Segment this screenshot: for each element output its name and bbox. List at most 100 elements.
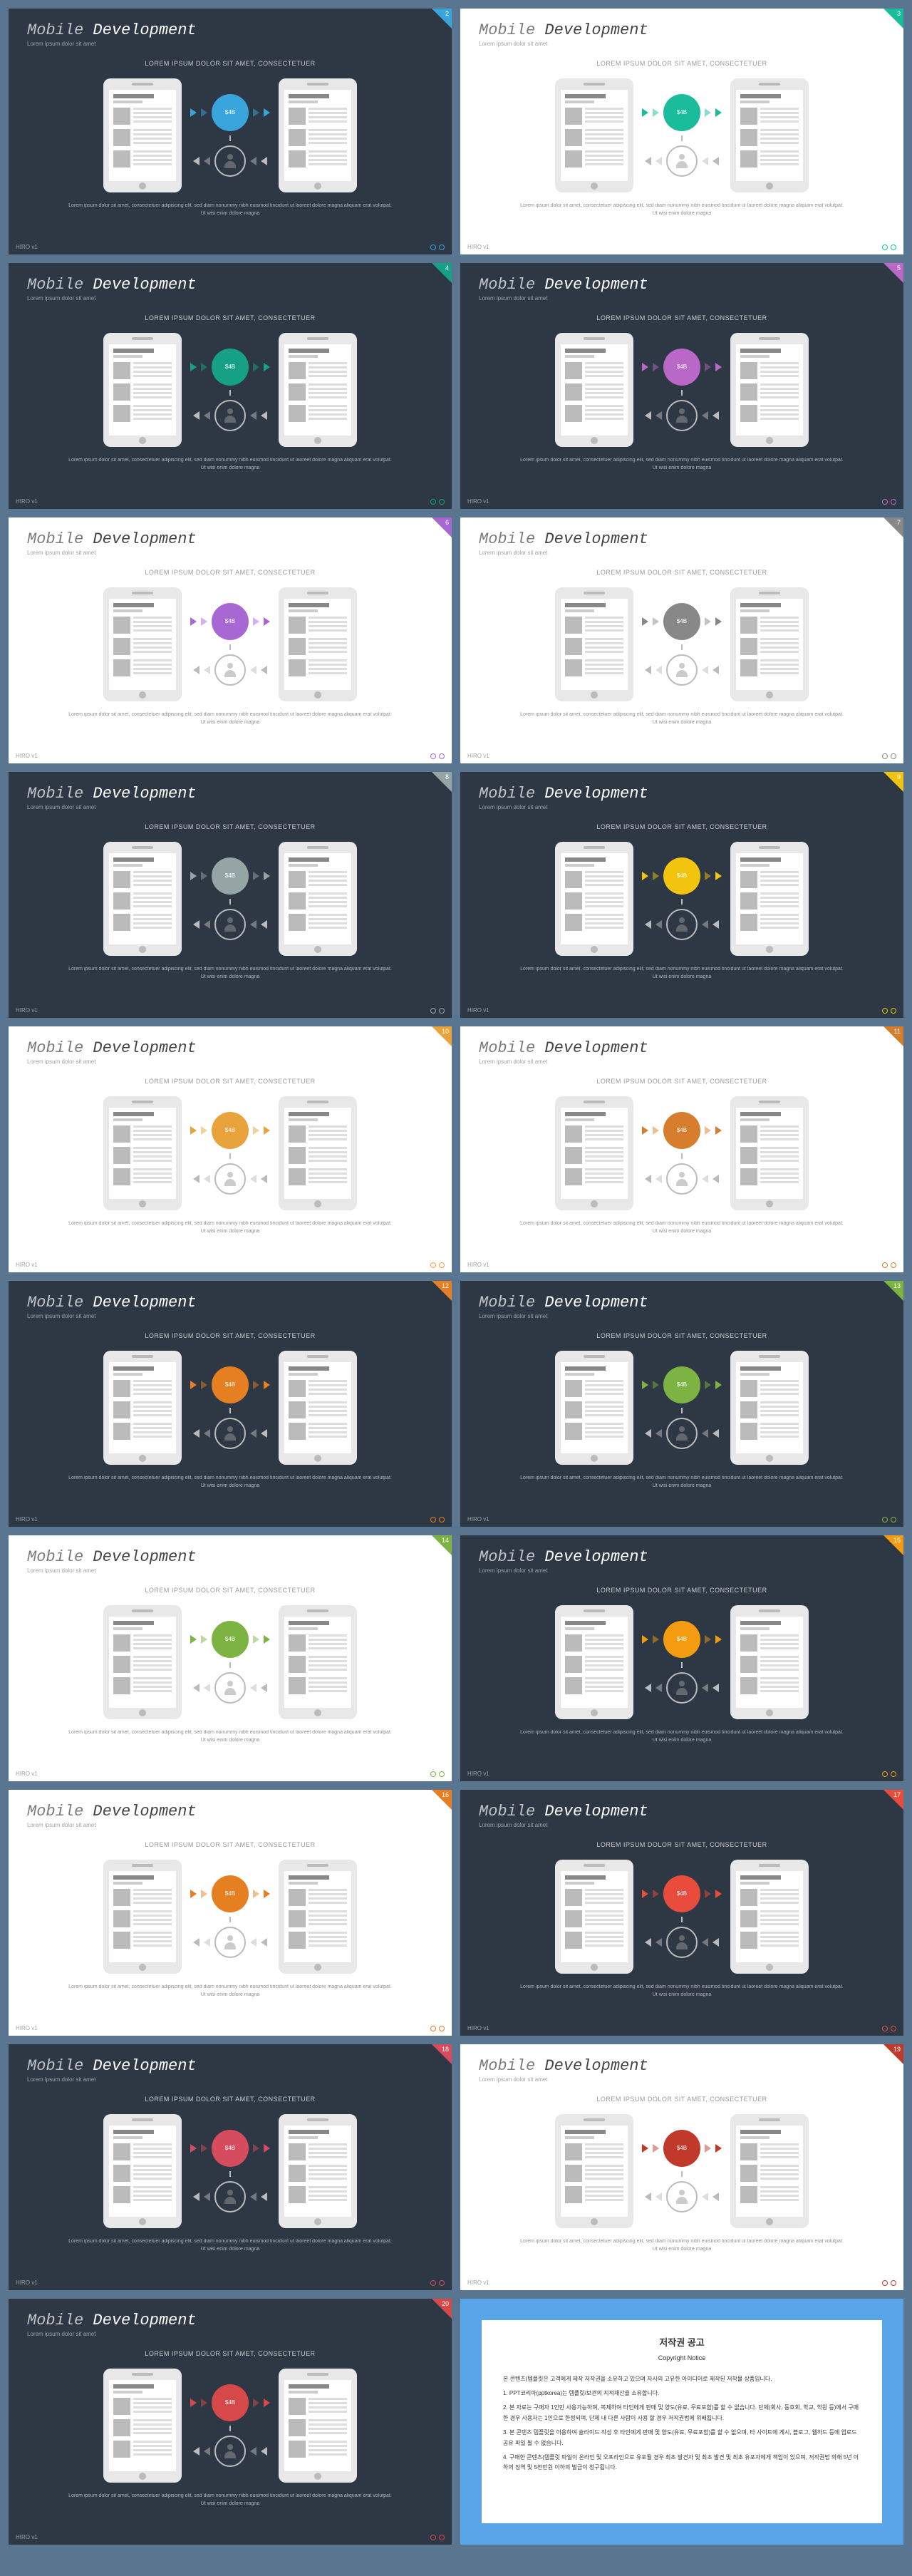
diagram: $4B <box>9 2114 452 2228</box>
arrow-left-icon <box>645 1175 651 1183</box>
slide-subtitle: Lorem ipsum dolor sit amet <box>460 2075 903 2083</box>
arrow-left-icon <box>702 920 708 929</box>
slide: 8 Mobile Development Lorem ipsum dolor s… <box>9 772 452 1018</box>
arrow-left-icon <box>702 1684 708 1692</box>
arrow-left-icon <box>193 157 200 165</box>
footer-label: HIRO v1 <box>467 1516 489 1523</box>
phone-mockup <box>730 78 809 192</box>
metric-circle: $4B <box>212 94 249 131</box>
person-icon <box>675 408 689 423</box>
arrow-right-icon <box>190 2399 197 2407</box>
person-icon <box>675 154 689 168</box>
arrow-right-icon <box>201 1126 207 1135</box>
slide-subtitle: Lorem ipsum dolor sit amet <box>9 1057 452 1065</box>
footer-label: HIRO v1 <box>16 498 38 505</box>
slide-title: Mobile Development <box>9 772 452 803</box>
arrow-left-icon <box>261 411 267 420</box>
body-text: Lorem ipsum dolor sit amet, consectetuer… <box>460 1475 903 1490</box>
arrow-left-icon <box>193 1684 200 1692</box>
body-text: Lorem ipsum dolor sit amet, consectetuer… <box>460 711 903 726</box>
footer-dots <box>430 2280 445 2286</box>
footer-dots <box>430 1008 445 1014</box>
arrow-left-icon <box>250 411 256 420</box>
arrow-right-icon <box>190 108 197 117</box>
slide: 9 Mobile Development Lorem ipsum dolor s… <box>460 772 903 1018</box>
body-text: Lorem ipsum dolor sit amet, consectetuer… <box>460 1220 903 1235</box>
footer-label: HIRO v1 <box>16 753 38 759</box>
person-icon <box>675 1172 689 1186</box>
footer-label: HIRO v1 <box>467 1262 489 1268</box>
arrow-left-icon <box>204 2447 210 2456</box>
slide-title: Mobile Development <box>9 263 452 294</box>
metric-circle: $4B <box>212 349 249 386</box>
slide: 7 Mobile Development Lorem ipsum dolor s… <box>460 517 903 763</box>
arrow-left-icon <box>702 411 708 420</box>
slide-title: Mobile Development <box>460 1026 903 1057</box>
diagram: $4B <box>460 1860 903 1974</box>
slide-title: Mobile Development <box>460 1535 903 1566</box>
slide-number: 3 <box>897 10 901 17</box>
arrow-right-icon <box>705 108 711 117</box>
arrow-left-icon <box>645 411 651 420</box>
slide-subtitle: Lorem ipsum dolor sit amet <box>9 1820 452 1828</box>
slide: 12 Mobile Development Lorem ipsum dolor … <box>9 1281 452 1527</box>
slide: 13 Mobile Development Lorem ipsum dolor … <box>460 1281 903 1527</box>
slide-subtitle: Lorem ipsum dolor sit amet <box>9 1312 452 1319</box>
person-circle <box>666 654 698 686</box>
phone-mockup <box>730 1605 809 1719</box>
arrow-left-icon <box>656 411 662 420</box>
arrow-left-icon <box>250 157 256 165</box>
footer-dots <box>430 2535 445 2540</box>
arrow-right-icon <box>253 1381 259 1389</box>
phone-mockup <box>555 78 633 192</box>
arrow-left-icon <box>250 1938 256 1947</box>
phone-mockup <box>279 2114 357 2228</box>
footer-label: HIRO v1 <box>16 1262 38 1268</box>
metric-circle: $4B <box>663 857 700 895</box>
arrow-right-icon <box>642 108 648 117</box>
arrow-left-icon <box>261 2447 267 2456</box>
copyright-text: 4. 구매한 콘텐츠(템플릿 파일이 온라인 및 오프라인으로 유포될 경우 최… <box>503 2453 861 2473</box>
metric-circle: $4B <box>663 2130 700 2167</box>
body-text: Lorem ipsum dolor sit amet, consectetuer… <box>9 1220 452 1235</box>
metric-circle: $4B <box>663 1366 700 1403</box>
arrow-right-icon <box>642 872 648 880</box>
slide-number: 6 <box>445 519 449 526</box>
slide-number: 4 <box>445 264 449 272</box>
footer-dots <box>882 244 896 250</box>
phone-mockup <box>555 1605 633 1719</box>
slide-heading: LOREM IPSUM DOLOR SIT AMET, CONSECTETUER <box>9 1078 452 1085</box>
arrow-right-icon <box>642 1126 648 1135</box>
slide: 4 Mobile Development Lorem ipsum dolor s… <box>9 263 452 509</box>
slide-number: 8 <box>445 773 449 780</box>
arrow-right-icon <box>715 1126 722 1135</box>
arrow-left-icon <box>250 2447 256 2456</box>
arrow-left-icon <box>250 1175 256 1183</box>
phone-mockup <box>279 78 357 192</box>
copyright-subtitle: Copyright Notice <box>503 2352 861 2364</box>
person-circle <box>214 1418 246 1449</box>
metric-circle: $4B <box>212 1112 249 1149</box>
slide-heading: LOREM IPSUM DOLOR SIT AMET, CONSECTETUER <box>460 60 903 67</box>
body-text: Lorem ipsum dolor sit amet, consectetuer… <box>460 966 903 981</box>
arrow-right-icon <box>190 363 197 371</box>
body-text: Lorem ipsum dolor sit amet, consectetuer… <box>9 711 452 726</box>
phone-mockup <box>730 333 809 447</box>
person-icon <box>223 1172 237 1186</box>
person-circle <box>666 145 698 177</box>
copyright-slide: 저작권 공고 Copyright Notice 본 콘텐츠(템플릿은 고객에게 … <box>460 2299 903 2545</box>
person-circle <box>214 654 246 686</box>
diagram: $4B <box>460 1351 903 1465</box>
arrow-right-icon <box>253 108 259 117</box>
footer-dots <box>430 1517 445 1523</box>
arrow-left-icon <box>261 1684 267 1692</box>
arrow-left-icon <box>712 2193 719 2201</box>
slide-number: 18 <box>442 2046 449 2053</box>
slide-number: 10 <box>442 1028 449 1035</box>
arrow-right-icon <box>201 2144 207 2153</box>
diagram: $4B <box>9 333 452 447</box>
copyright-text: 2. 본 자료는 구매자 1인만 사용가능하며, 복제하여 타인에게 판매 및 … <box>503 2403 861 2423</box>
arrow-right-icon <box>642 1381 648 1389</box>
slide-heading: LOREM IPSUM DOLOR SIT AMET, CONSECTETUER <box>9 314 452 321</box>
arrow-right-icon <box>715 1635 722 1644</box>
